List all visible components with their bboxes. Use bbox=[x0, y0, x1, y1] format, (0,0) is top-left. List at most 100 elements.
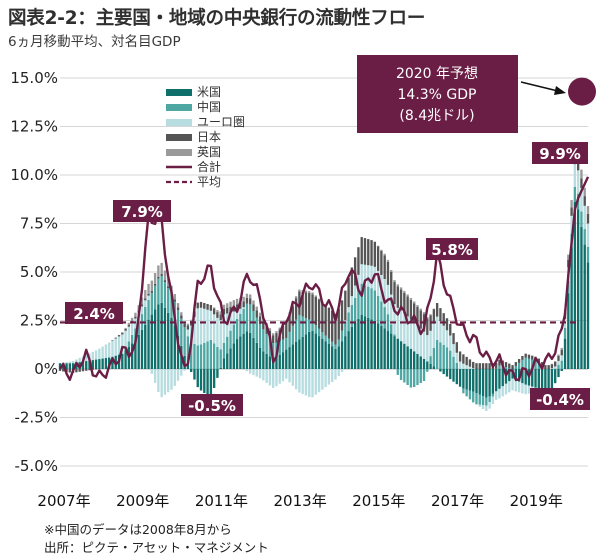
bar-segment bbox=[134, 312, 137, 317]
bar-segment bbox=[222, 314, 226, 343]
bar-segment bbox=[554, 366, 557, 369]
bar-segment bbox=[462, 388, 465, 394]
bar-segment bbox=[429, 356, 432, 364]
bar-segment bbox=[426, 316, 429, 319]
bar-segment bbox=[583, 244, 586, 369]
bar-segment bbox=[363, 264, 367, 286]
forecast-arrowhead bbox=[554, 86, 566, 95]
bar-segment bbox=[347, 277, 350, 308]
bar-segment bbox=[91, 369, 94, 370]
bar-segment bbox=[390, 271, 393, 295]
bar-segment bbox=[288, 347, 291, 369]
bar-segment bbox=[488, 402, 491, 409]
bar-segment bbox=[308, 331, 311, 369]
bar-segment bbox=[524, 353, 527, 358]
bar-segment bbox=[101, 358, 104, 369]
bar-segment bbox=[308, 291, 311, 294]
bar-segment bbox=[196, 302, 199, 309]
bar-segment bbox=[167, 312, 170, 369]
bar-segment bbox=[314, 296, 317, 326]
bar-segment bbox=[232, 324, 235, 344]
bar-segment bbox=[199, 301, 203, 308]
bar-segment bbox=[108, 342, 111, 358]
bar-segment bbox=[468, 369, 472, 391]
bar-segment bbox=[117, 335, 121, 337]
bar-segment bbox=[196, 369, 199, 388]
footnote-china: ※中国のデータは2008年8月から bbox=[44, 522, 232, 537]
bar-segment bbox=[262, 351, 265, 369]
annotation-label: 5.8% bbox=[431, 241, 473, 259]
bar-segment bbox=[468, 366, 472, 369]
bar-segment bbox=[206, 341, 209, 369]
forecast-point bbox=[568, 77, 596, 106]
bar-segment bbox=[465, 389, 468, 397]
bar-segment bbox=[130, 334, 134, 344]
bar-segment bbox=[481, 369, 485, 397]
bar-segment bbox=[298, 369, 301, 393]
y-tick-label: -2.5% bbox=[14, 409, 58, 427]
bar-segment bbox=[367, 239, 370, 266]
bar-segment bbox=[111, 356, 114, 369]
bar-segment bbox=[212, 314, 216, 344]
bar-segment bbox=[540, 369, 544, 390]
bar-segment bbox=[150, 280, 154, 291]
bar-segment bbox=[403, 313, 406, 344]
bar-segment bbox=[485, 363, 488, 369]
chart-title: 図表2-2：主要国・地域の中央銀行の流動性フロー bbox=[8, 8, 426, 29]
bar-segment bbox=[452, 369, 455, 382]
bar-segment bbox=[78, 357, 81, 363]
bar-segment bbox=[137, 321, 140, 335]
legend-swatch bbox=[166, 89, 192, 96]
bar-segment bbox=[301, 369, 304, 395]
bar-segment bbox=[258, 316, 262, 325]
bar-segment bbox=[380, 301, 383, 326]
bar-segment bbox=[229, 301, 232, 307]
bar-segment bbox=[432, 347, 436, 367]
footnote-source: 出所：ピクテ・アセット・マネジメント bbox=[44, 540, 269, 555]
bar-segment bbox=[249, 298, 252, 305]
bar-segment bbox=[570, 247, 573, 369]
bar-segment bbox=[570, 199, 573, 208]
bar-segment bbox=[304, 369, 308, 396]
bar-segment bbox=[203, 369, 206, 394]
bar-segment bbox=[285, 337, 288, 350]
bar-segment bbox=[514, 380, 518, 392]
bar-segment bbox=[294, 369, 298, 390]
bar-segment bbox=[406, 296, 409, 317]
bar-segment bbox=[298, 314, 301, 340]
bar-segment bbox=[380, 250, 383, 275]
bar-segment bbox=[383, 307, 386, 329]
bar-segment bbox=[504, 366, 508, 369]
bar-segment bbox=[435, 303, 439, 317]
bar-segment bbox=[419, 328, 422, 357]
legend-label: 英国 bbox=[197, 145, 221, 159]
bar-segment bbox=[367, 286, 370, 318]
bar-segment bbox=[160, 274, 163, 276]
bar-segment bbox=[157, 369, 160, 393]
bar-segment bbox=[275, 357, 278, 369]
bar-segment bbox=[180, 369, 183, 376]
bar-segment bbox=[160, 369, 163, 398]
bar-segment bbox=[422, 358, 426, 369]
bar-segment bbox=[189, 342, 193, 369]
bar-segment bbox=[524, 369, 527, 385]
bar-segment bbox=[491, 369, 495, 394]
bar-segment bbox=[344, 290, 347, 321]
bar-segment bbox=[249, 332, 252, 369]
bar-segment bbox=[81, 369, 85, 372]
bar-segment bbox=[373, 266, 377, 291]
bar-segment bbox=[101, 346, 104, 359]
bar-segment bbox=[580, 211, 583, 227]
bar-segment bbox=[144, 300, 147, 308]
bar-segment bbox=[160, 302, 163, 369]
bar-segment bbox=[481, 363, 485, 369]
bar-segment bbox=[413, 301, 416, 304]
bar-segment bbox=[554, 361, 557, 367]
bar-segment bbox=[268, 356, 272, 369]
bar-segment bbox=[157, 276, 160, 279]
bar-segment bbox=[508, 369, 511, 382]
bar-segment bbox=[340, 330, 344, 342]
bar-segment bbox=[206, 303, 209, 310]
bar-segment bbox=[68, 363, 72, 369]
